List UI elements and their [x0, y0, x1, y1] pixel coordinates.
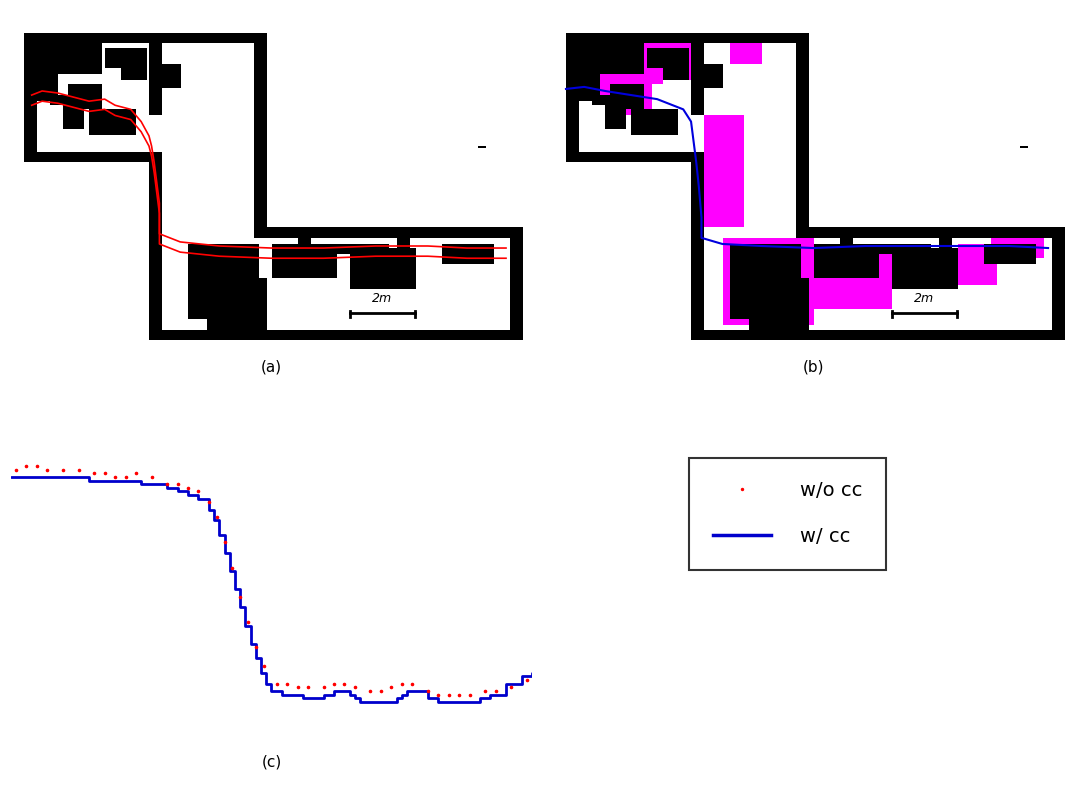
Point — [158, 478, 176, 491]
Point — [106, 470, 124, 483]
Text: 2m: 2m — [915, 292, 934, 305]
Point — [143, 470, 161, 483]
Point — [69, 463, 87, 476]
Point — [231, 590, 248, 603]
Point — [279, 677, 296, 690]
Text: 2m: 2m — [372, 292, 393, 305]
Point — [361, 685, 379, 697]
Point — [117, 470, 135, 483]
Point — [179, 481, 196, 494]
Point — [268, 677, 285, 690]
Point — [346, 681, 363, 694]
Point — [502, 681, 520, 694]
Point — [127, 467, 144, 480]
Point — [441, 688, 458, 701]
Point — [95, 467, 113, 480]
Point — [326, 677, 343, 690]
Point — [169, 478, 187, 491]
Point — [461, 688, 478, 701]
Point — [224, 561, 241, 574]
Point — [404, 677, 421, 690]
Point — [39, 463, 56, 476]
Point — [487, 685, 505, 697]
Point — [335, 677, 353, 690]
Point — [216, 536, 233, 548]
Point — [315, 681, 332, 694]
Point — [383, 681, 400, 694]
Point — [240, 615, 257, 628]
Legend: w/o cc, w/ cc: w/o cc, w/ cc — [689, 458, 885, 570]
Text: (a): (a) — [260, 360, 282, 375]
Point — [190, 485, 207, 498]
Point — [372, 685, 390, 697]
Point — [519, 674, 536, 686]
Point — [54, 463, 72, 476]
Text: (c): (c) — [261, 755, 282, 770]
Point — [393, 677, 410, 690]
Point — [247, 641, 265, 654]
Point — [28, 460, 46, 473]
Point — [419, 685, 436, 697]
Point — [299, 681, 317, 694]
Point — [201, 496, 218, 509]
Point — [476, 685, 494, 697]
Point — [255, 659, 272, 671]
Point — [430, 688, 447, 701]
Point — [17, 460, 35, 473]
Point — [208, 510, 226, 523]
Point — [450, 688, 468, 701]
Point — [86, 467, 103, 480]
Point — [8, 463, 25, 476]
Point — [289, 681, 306, 694]
Text: (b): (b) — [803, 360, 825, 375]
